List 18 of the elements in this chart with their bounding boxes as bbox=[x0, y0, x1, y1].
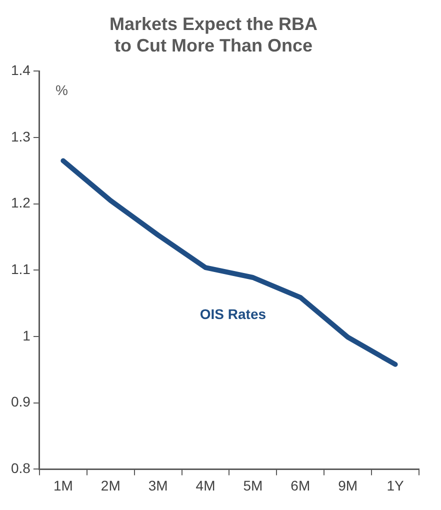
x-tick-label: 3M bbox=[148, 477, 168, 494]
x-tick-label: 6M bbox=[290, 477, 310, 494]
y-tick-label: 1.1 bbox=[10, 261, 31, 278]
x-tick-label: 2M bbox=[100, 477, 120, 494]
y-tick-label: 0.9 bbox=[10, 394, 31, 410]
y-tick-label: 1.2 bbox=[10, 194, 31, 211]
x-tick-label: 1M bbox=[53, 477, 73, 494]
y-axis-title: % bbox=[55, 82, 68, 98]
x-tick-label: 1Y bbox=[386, 477, 405, 494]
x-tick-label: 4M bbox=[196, 477, 216, 494]
y-tick-label: 1.4 bbox=[10, 62, 31, 78]
y-tick-label: 1.3 bbox=[10, 128, 31, 144]
x-tick-label: 9M bbox=[338, 477, 358, 494]
chart-title: Markets Expect the RBA to Cut More Than Once bbox=[109, 14, 318, 56]
series-label: OIS Rates bbox=[200, 306, 266, 322]
y-tick-label: 0.8 bbox=[10, 460, 31, 476]
x-tick-label: 5M bbox=[243, 477, 263, 494]
y-tick-label: 1 bbox=[22, 327, 31, 344]
